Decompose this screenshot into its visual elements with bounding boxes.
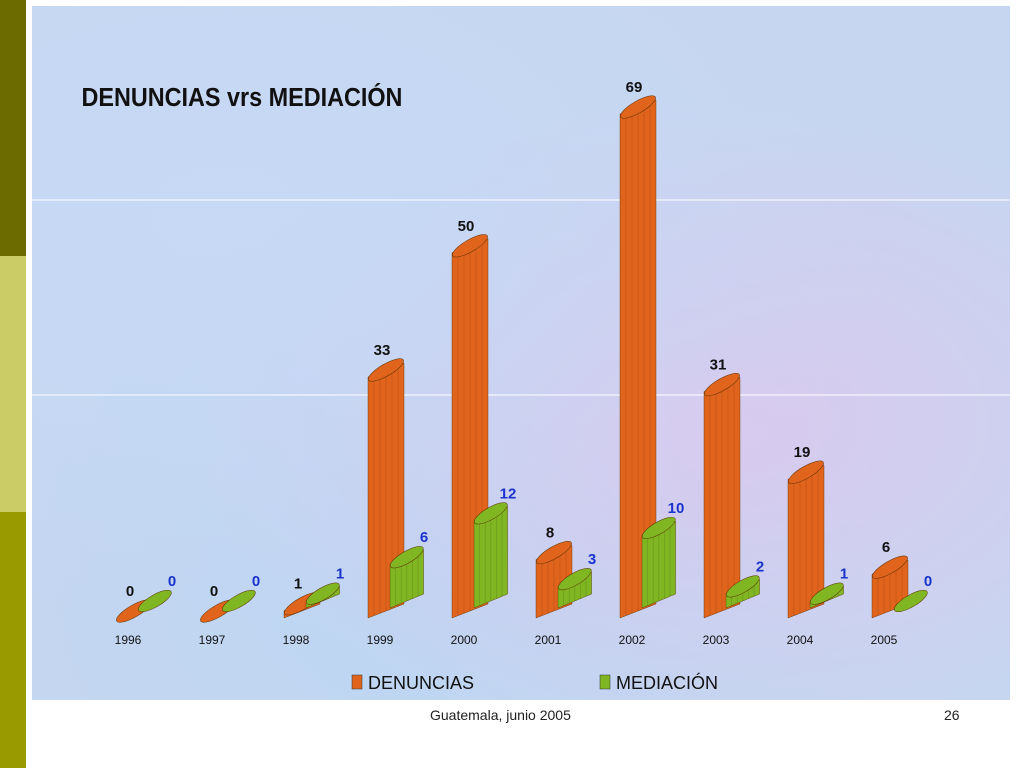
decor-strip-middle [0,256,26,512]
bar-denuncias-2002-body [619,99,657,619]
bar-mediacion-2003-top [725,575,760,598]
x-tick-label-1997: 1997 [199,633,226,647]
bar-mediacion-1999-top [389,546,424,569]
bar-mediacion-1997-top [221,590,256,612]
legend-label-denuncias: DENUNCIAS [368,673,474,693]
x-tick-label-2004: 2004 [787,633,814,647]
legend-label-mediacion: MEDIACIÓN [616,672,718,693]
bar-denuncias-2003-top [704,373,740,397]
data-label-mediacion-2004: 1 [840,566,848,583]
x-tick-label-1996: 1996 [115,633,142,647]
bar-denuncias-2001-top [536,541,572,565]
bar-mediacion-1996 [137,590,172,612]
x-tick-label-2002: 2002 [619,633,646,647]
bar-denuncias-1999-body [367,362,405,619]
x-tick-label-1998: 1998 [283,633,310,647]
bar-denuncias-2005-top [872,555,908,579]
x-tick-label-2005: 2005 [871,633,898,647]
bar-mediacion-2003 [725,575,760,609]
bar-mediacion-2001 [557,568,592,609]
page-number: 26 [944,707,960,723]
footer-text: Guatemala, junio 2005 [430,707,571,723]
data-label-mediacion-2002: 10 [668,500,685,517]
bar-mediacion-1999 [389,546,424,609]
bar-mediacion-2000-body [473,506,508,609]
bar-denuncias-1999-top [368,358,404,382]
decor-strip-bottom [0,512,26,768]
bar-denuncias-2004-top [788,460,824,484]
bar-denuncias-2002 [619,95,657,619]
bar-denuncias-2004 [787,460,825,619]
x-tick-label-2001: 2001 [535,633,562,647]
data-label-mediacion-1996: 0 [168,573,176,590]
bar-mediacion-1998-top [305,582,340,605]
legend-swatch-mediacion [599,674,611,690]
legend-swatch-denuncias [351,674,363,690]
bar-mediacion-2002 [641,516,676,609]
bar-mediacion-2005-top [893,590,928,612]
data-label-mediacion-2005: 0 [924,573,932,590]
data-label-denuncias-1998: 1 [294,576,302,593]
data-label-denuncias-1996: 0 [126,583,134,600]
data-label-denuncias-2002: 69 [626,79,643,96]
bar-mediacion-1997 [221,590,256,612]
chart-title: DENUNCIAS vrs MEDIACIÓN [82,83,403,112]
data-label-denuncias-2003: 31 [710,357,727,374]
data-label-denuncias-2000: 50 [458,218,475,235]
data-label-mediacion-1998: 1 [336,566,344,583]
x-tick-label-2003: 2003 [703,633,730,647]
x-tick-label-2000: 2000 [451,633,478,647]
bar-mediacion-2001-top [557,568,592,591]
data-label-mediacion-1997: 0 [252,573,260,590]
bar-mediacion-2000-top [473,502,508,525]
chart-background [32,6,1010,700]
bar-mediacion-2004-top [809,582,844,605]
bar-denuncias-2003 [703,373,741,619]
bar-denuncias-2004-body [787,464,825,619]
bar-mediacion-2002-top [641,516,676,539]
bar-mediacion-1998 [305,582,340,609]
data-label-denuncias-2004: 19 [794,444,811,461]
bar-denuncias-2003-body [703,377,741,619]
bar-denuncias-2002-top [620,95,656,119]
chart: DENUNCIAS vrs MEDIACIÓN 0 0 1996 0 0 1997 1 1 19… [32,79,1010,693]
bar-mediacion-2000 [473,502,508,609]
bar-mediacion-1996-top [137,590,172,612]
data-label-mediacion-2003: 2 [756,558,764,575]
bar-denuncias-1999 [367,358,405,619]
data-label-denuncias-1999: 33 [374,342,391,359]
bar-denuncias-2000-top [452,234,488,258]
bar-mediacion-2005 [893,590,928,612]
data-label-mediacion-2000: 12 [500,485,517,502]
bar-mediacion-2002-body [641,520,676,609]
bar-mediacion-2004 [809,582,844,609]
data-label-denuncias-1997: 0 [210,583,218,600]
x-tick-label-1999: 1999 [367,633,394,647]
data-label-mediacion-1999: 6 [420,529,428,546]
decor-strip-top [0,0,26,256]
data-label-mediacion-2001: 3 [588,551,596,568]
data-label-denuncias-2005: 6 [882,539,890,556]
data-label-denuncias-2001: 8 [546,525,554,542]
